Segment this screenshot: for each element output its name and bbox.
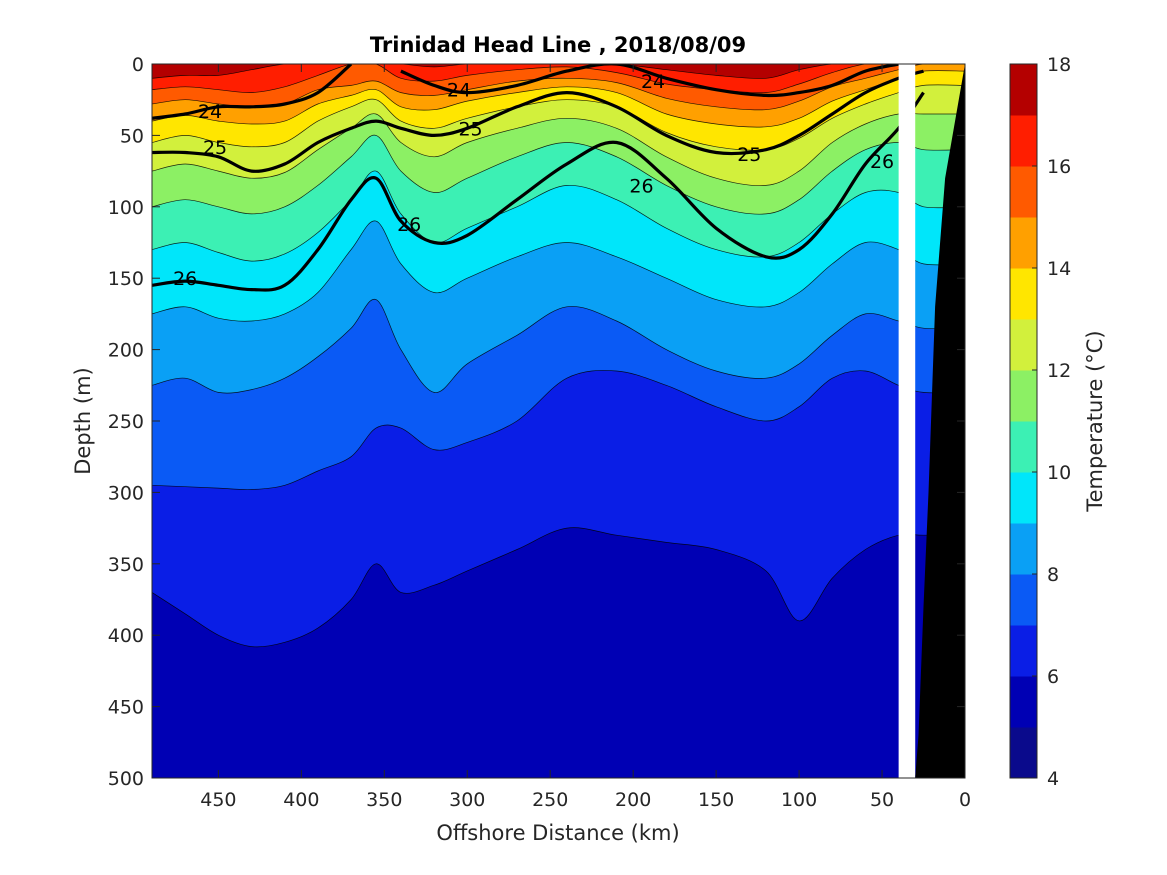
- contour-label-2: 24: [641, 71, 665, 93]
- colorbar-tick-label-4: 4: [1047, 768, 1059, 790]
- contour-label-0: 24: [198, 101, 222, 123]
- colorbar-swatch-2: [1010, 625, 1037, 677]
- colorbar-tick-label-6: 6: [1047, 666, 1059, 688]
- colorbar-swatch-0: [1010, 727, 1037, 779]
- y-tick-label-450: 450: [108, 697, 144, 719]
- colorbar-tick-label-14: 14: [1047, 258, 1071, 280]
- colorbar-tick-label-8: 8: [1047, 564, 1059, 586]
- colorbar-swatch-13: [1010, 64, 1037, 116]
- bathymetry-layer: [898, 64, 965, 778]
- x-tick-label-300: 300: [449, 789, 485, 811]
- colorbar-swatch-7: [1010, 370, 1037, 422]
- y-tick-label-400: 400: [108, 625, 144, 647]
- x-tick-label-200: 200: [615, 789, 651, 811]
- density-contour-layer: [152, 64, 925, 292]
- y-tick-label-500: 500: [108, 768, 144, 790]
- y-axis-title: Depth (m): [71, 367, 95, 474]
- colorbar-swatch-1: [1010, 676, 1037, 728]
- density-contour-26-segment-0: [152, 91, 925, 292]
- contour-label-3: 25: [203, 137, 227, 159]
- colorbar: 4 6 8 10 12 14 16 18: [1009, 54, 1071, 790]
- colorbar-tick-label-18: 18: [1047, 54, 1071, 76]
- y-tick-label-50: 50: [120, 125, 144, 147]
- colorbar-tick-label-10: 10: [1047, 462, 1071, 484]
- isotherm-band-17: [152, 64, 965, 79]
- y-tick-label-150: 150: [108, 268, 144, 290]
- x-tick-label-50: 50: [870, 789, 894, 811]
- contour-label-6: 26: [173, 268, 197, 290]
- x-axis: 450 400 350 300 250 200 150 100 50 0: [200, 64, 971, 811]
- colorbar-swatch-12: [1010, 115, 1037, 167]
- x-tick-label-450: 450: [200, 789, 236, 811]
- y-tick-label-350: 350: [108, 554, 144, 576]
- colorbar-tick-label-12: 12: [1047, 360, 1071, 382]
- contour-label-1: 24: [447, 80, 471, 102]
- contour-label-5: 25: [737, 144, 761, 166]
- colorbar-swatch-10: [1010, 217, 1037, 269]
- y-axis: 0 50 100 150 200 250 300 350 400 450 500: [108, 54, 965, 790]
- x-tick-label-0: 0: [959, 789, 971, 811]
- plot-area: 24 24 24 25 25 25 26 26 26 26: [152, 64, 965, 778]
- contour-label-layer: 24 24 24 25 25 25 26 26 26 26: [173, 71, 894, 290]
- colorbar-title: Temperature (°C): [1083, 330, 1107, 512]
- contour-label-9: 26: [870, 151, 894, 173]
- y-tick-label-0: 0: [132, 54, 144, 76]
- contour-label-4: 25: [458, 118, 482, 140]
- x-tick-label-100: 100: [781, 789, 817, 811]
- colorbar-swatch-9: [1010, 268, 1037, 320]
- y-tick-label-100: 100: [108, 197, 144, 219]
- y-tick-label-200: 200: [108, 340, 144, 362]
- colorbar-swatch-5: [1010, 472, 1037, 524]
- y-tick-label-250: 250: [108, 411, 144, 433]
- colorbar-swatch-6: [1010, 421, 1037, 473]
- density-contour-25-segment-0: [152, 69, 924, 173]
- x-tick-label-350: 350: [366, 789, 402, 811]
- colorbar-swatch-8: [1010, 319, 1037, 371]
- colorbar-tick-label-16: 16: [1047, 156, 1071, 178]
- contour-label-8: 26: [629, 175, 653, 197]
- x-tick-label-400: 400: [283, 789, 319, 811]
- density-contour-24-segment-0: [152, 64, 353, 120]
- x-tick-label-150: 150: [698, 789, 734, 811]
- chart-title: Trinidad Head Line , 2018/08/09: [370, 33, 746, 57]
- colorbar-swatch-3: [1010, 574, 1037, 626]
- colorbar-swatch-4: [1010, 523, 1037, 575]
- seafloor: [898, 64, 965, 778]
- x-tick-label-250: 250: [532, 789, 568, 811]
- coastal-gap: [898, 64, 916, 778]
- y-tick-label-300: 300: [108, 482, 144, 504]
- density-contour-24-segment-1: [400, 64, 899, 98]
- contour-label-7: 26: [397, 214, 421, 236]
- temperature-fill-layer: [152, 64, 965, 648]
- x-axis-title: Offshore Distance (km): [436, 821, 679, 845]
- colorbar-frame: [1009, 63, 1038, 779]
- colorbar-swatch-11: [1010, 166, 1037, 218]
